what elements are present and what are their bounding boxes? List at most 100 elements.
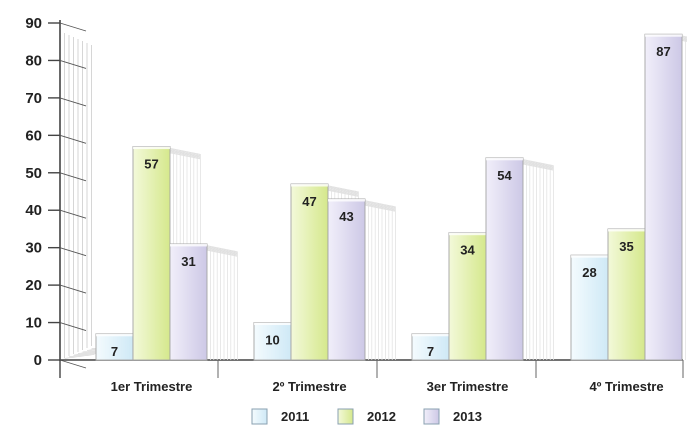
bar-extrusion	[327, 187, 359, 195]
bar-extrusion	[522, 161, 554, 169]
data-label: 57	[144, 157, 158, 172]
bar-extrusion	[364, 204, 396, 212]
bar-extrusion	[206, 249, 238, 257]
bar-extrusion	[169, 152, 201, 159]
bar-extrusion	[522, 160, 554, 168]
depth-line	[68, 352, 100, 358]
bar-extrusion	[206, 247, 238, 255]
y-tick-depth	[59, 22, 87, 32]
legend-item: 2012	[337, 408, 396, 425]
data-label: 47	[302, 194, 316, 209]
bar-highlight	[254, 322, 291, 326]
x-tick-label: 4º Trimestre	[589, 379, 663, 394]
y-tick-depth	[59, 97, 87, 107]
data-label: 87	[656, 44, 670, 59]
data-label: 7	[111, 344, 118, 359]
bar-extrusion	[169, 150, 201, 157]
bars	[95, 33, 687, 361]
legend-swatch	[251, 408, 268, 425]
bar-extrusion	[364, 203, 396, 210]
bar-face	[253, 322, 292, 361]
bar-extrusion	[169, 149, 201, 157]
bar-highlight	[608, 228, 645, 232]
legend-label: 2012	[367, 409, 396, 424]
data-label: 28	[582, 265, 596, 280]
legend-label: 2013	[453, 409, 482, 424]
labels: 0 10 20 30 40 50 60 70 80 90 7 57 31 1er Trimestre 10 4…	[25, 15, 670, 394]
data-label: 7	[427, 344, 434, 359]
y-tick-label: 40	[25, 202, 42, 219]
bar-extrusion	[206, 248, 238, 256]
bar-face	[327, 198, 366, 361]
bar-extrusion	[522, 160, 554, 167]
bar-extrusion	[522, 162, 554, 169]
bar-face	[644, 33, 683, 361]
bar	[327, 198, 397, 361]
y-tick-label: 30	[25, 240, 42, 257]
bar-extrusion	[169, 151, 201, 159]
bar-extrusion	[169, 147, 201, 155]
y-tick-depth	[59, 60, 87, 69]
bar	[485, 157, 554, 361]
data-label: 35	[619, 239, 633, 254]
depth-line	[64, 354, 95, 359]
bar-extrusion	[327, 188, 359, 196]
bar-extrusion	[327, 185, 359, 192]
bar-face	[169, 243, 208, 361]
y-tick-label: 90	[25, 15, 42, 32]
bar-highlight	[449, 232, 486, 236]
y-tick-label: 50	[25, 165, 42, 182]
bar	[169, 243, 239, 361]
x-tick-label: 2º Trimestre	[272, 379, 346, 394]
legend-item: 2013	[423, 408, 482, 425]
bar-highlight	[645, 34, 682, 37]
data-label: 43	[339, 209, 353, 224]
data-label: 10	[265, 333, 279, 348]
bar-face	[132, 146, 171, 361]
bar-face	[95, 333, 134, 361]
y-tick-depth	[59, 172, 87, 182]
bar-extrusion	[206, 245, 238, 252]
bar-extrusion	[364, 203, 396, 211]
y-tick-depth	[59, 322, 87, 331]
legend: 2011 2012 2013	[251, 408, 482, 425]
y-tick-label: 20	[25, 277, 42, 294]
bar-face	[485, 157, 524, 361]
bar-highlight	[486, 157, 523, 161]
bar-extrusion	[327, 190, 359, 197]
y-tick-depth	[59, 284, 87, 294]
bar-extrusion	[169, 149, 201, 156]
bar-extrusion	[169, 152, 201, 160]
bar-extrusion	[206, 246, 238, 254]
bar-extrusion	[364, 200, 396, 208]
bar-extrusion	[364, 200, 396, 207]
bar-extrusion	[327, 187, 359, 194]
legend-swatch	[423, 408, 440, 425]
bar-extrusion	[206, 250, 238, 257]
bar-extrusion	[522, 159, 554, 167]
bar-face	[607, 228, 646, 361]
bar-extrusion	[169, 150, 201, 158]
legend-item: 2011	[251, 408, 309, 425]
bar-extrusion	[522, 163, 554, 170]
y-tick-label: 10	[25, 315, 42, 332]
depth-lines	[64, 33, 122, 359]
data-label: 54	[497, 168, 512, 183]
y-tick-depth	[59, 359, 87, 369]
bar-extrusion	[327, 186, 359, 194]
y-tick-label: 70	[25, 90, 42, 107]
bar-extrusion	[206, 245, 238, 253]
y-tick-depth	[59, 209, 87, 219]
legend-swatch	[337, 408, 354, 425]
y-tick-label: 60	[25, 127, 42, 144]
bar-highlight	[133, 146, 170, 150]
y-tick-depth	[59, 134, 87, 144]
bar-extrusion	[327, 188, 359, 195]
bar-extrusion	[169, 148, 201, 156]
bar-highlight	[170, 243, 207, 247]
bar-extrusion	[681, 40, 687, 42]
bar-highlight	[412, 333, 449, 337]
bar-extrusion	[522, 162, 554, 170]
bar-extrusion	[327, 189, 359, 197]
